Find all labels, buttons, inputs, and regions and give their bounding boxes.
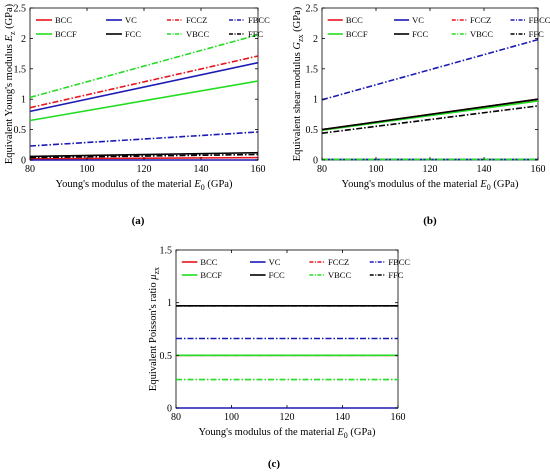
legend-label-fcc: FCC [125, 29, 141, 39]
legend-label-bcc: BCC [346, 15, 363, 25]
legend-label-fbcc: FBCC [529, 15, 550, 25]
y-tick-label: 0 [167, 404, 172, 415]
x-tick-label: 100 [369, 164, 384, 175]
legend-label-vbcc: VBCC [186, 29, 209, 39]
panel-c: 80 100 120 140 160 0 0.5 1 1.5 BCC VC FCCZ FBCC BCCF F… [148, 246, 410, 471]
legend-label-ffc: FFC [388, 270, 403, 280]
panel-label: (a) [132, 215, 145, 227]
x-axis-label: Young's modulus of the material E0 (GPa) [56, 179, 233, 192]
legend-label-bccf: BCCF [55, 29, 77, 39]
y-axis-label: Equivalent Poisson's ratio μzx [148, 267, 161, 391]
y-tick-label: 1.5 [14, 64, 27, 75]
legend-label-bccf: BCCF [200, 270, 222, 280]
y-axis-label: Equivalent Young's modulus Ez (GPa) [4, 3, 17, 164]
x-tick-label: 80 [25, 164, 35, 175]
x-tick-label: 120 [423, 164, 438, 175]
x-tick-label: 80 [317, 164, 327, 175]
series-line-fbcc [321, 38, 539, 101]
y-axis-label: Equivalent shear modulus Gzx (GPa) [292, 6, 305, 161]
y-tick-label: 2 [21, 34, 26, 45]
legend-label-fccz: FCCZ [328, 257, 349, 267]
x-tick-label: 100 [80, 164, 95, 175]
y-tick-label: 0.5 [160, 351, 173, 362]
plot-frame [29, 7, 259, 161]
series-line-fcc [321, 98, 539, 131]
series-line-unlabeled-8 [29, 61, 259, 113]
x-tick-label: 140 [477, 164, 492, 175]
panel-a: 80 100 120 140 160 0 0.5 1 1.5 2 2.5 BCC VC FCCZ FBCC B… [4, 3, 270, 227]
x-axis-label: Young's modulus of the material E0 (GPa) [342, 179, 519, 192]
panel-label: (b) [423, 215, 437, 227]
legend-label-fccz: FCCZ [470, 15, 491, 25]
y-tick-label: 1.5 [160, 246, 173, 257]
legend-label-ffc: FFC [248, 29, 263, 39]
legend-label-bcc: BCC [55, 15, 72, 25]
series-line-fccz [29, 55, 259, 109]
y-tick-label: 2.5 [306, 4, 319, 15]
y-tick-label: 1.5 [306, 64, 319, 75]
x-tick-label: 140 [335, 412, 350, 423]
series-line-fbcc [29, 131, 259, 147]
x-tick-label: 140 [194, 164, 209, 175]
x-axis-label: Young's modulus of the material E0 (GPa) [199, 427, 376, 440]
y-tick-label: 1 [167, 298, 172, 309]
legend-label-fbcc: FBCC [248, 15, 270, 25]
series-line-ffc [321, 105, 539, 134]
series-line-ffc [29, 153, 259, 159]
series-line-fcc [29, 151, 259, 158]
panel-label: (c) [268, 458, 281, 470]
legend-label-fccz: FCCZ [186, 15, 207, 25]
legend-label-bccf: BCCF [346, 29, 368, 39]
legend-label-bcc: BCC [200, 257, 217, 267]
series-line-bccf [29, 80, 259, 122]
y-tick-label: 0 [21, 156, 26, 167]
x-tick-label: 160 [531, 164, 546, 175]
x-tick-label: 160 [391, 412, 406, 423]
y-tick-label: 1 [313, 95, 318, 106]
y-tick-label: 0.5 [14, 125, 27, 136]
legend-label-vc: VC [269, 257, 281, 267]
legend-label-fcc: FCC [269, 270, 285, 280]
series-line-vbcc [29, 34, 259, 99]
legend-label-vbcc: VBCC [328, 270, 351, 280]
y-tick-label: 1 [21, 95, 26, 106]
plot-frame [321, 7, 539, 161]
x-tick-label: 120 [280, 412, 295, 423]
legend-label-fbcc: FBCC [388, 257, 410, 267]
x-tick-label: 100 [224, 412, 239, 423]
panel-b: 80 100 120 140 160 0 0.5 1 1.5 2 2.5 BCC VC FCCZ FBCC B… [292, 4, 550, 228]
legend-label-vc: VC [125, 15, 137, 25]
legend-label-vc: VC [412, 15, 424, 25]
x-tick-label: 160 [251, 164, 266, 175]
x-tick-label: 120 [137, 164, 152, 175]
legend-label-vbcc: VBCC [470, 29, 493, 39]
x-tick-label: 80 [171, 412, 181, 423]
y-tick-label: 2 [313, 34, 318, 45]
legend-label-fcc: FCC [412, 29, 428, 39]
y-tick-label: 0.5 [306, 125, 319, 136]
legend-label-ffc: FFC [529, 29, 544, 39]
y-tick-label: 0 [313, 156, 318, 167]
y-tick-label: 2.5 [14, 4, 27, 15]
